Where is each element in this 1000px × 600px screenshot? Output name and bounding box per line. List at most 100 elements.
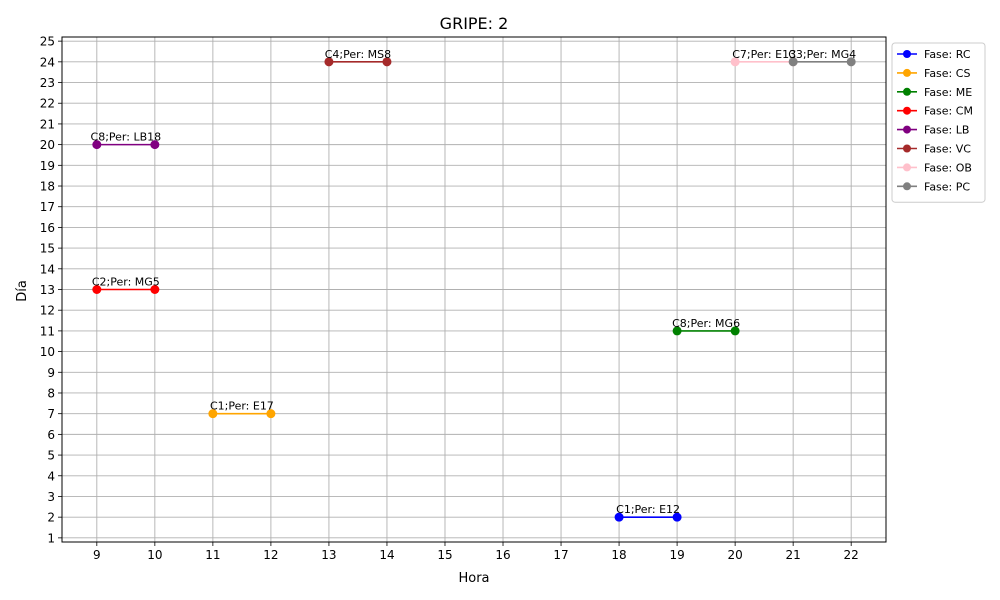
- y-tick-label: 5: [47, 449, 55, 463]
- legend-entry: Fase: OB: [897, 161, 972, 174]
- y-tick-label: 2: [47, 511, 55, 525]
- series-fase-me: [672, 326, 740, 336]
- y-tick-label: 9: [47, 366, 55, 380]
- y-tick-label: 15: [40, 242, 55, 256]
- legend-entry: Fase: VC: [897, 143, 971, 156]
- y-tick-label: 12: [40, 304, 55, 318]
- legend-marker: [903, 144, 911, 153]
- y-tick-label: 7: [47, 407, 55, 421]
- legend-entry: Fase: LB: [897, 124, 969, 137]
- y-axis-label: Día: [15, 280, 30, 302]
- legend-label: Fase: RC: [924, 48, 971, 61]
- y-tick-label: 10: [40, 345, 55, 359]
- legend-entry: Fase: CS: [897, 67, 970, 80]
- x-tick-label: 19: [669, 548, 684, 562]
- y-tick-label: 1: [47, 531, 55, 545]
- legend-label: Fase: OB: [924, 161, 972, 174]
- x-tick-label: 14: [379, 548, 394, 562]
- series-fase-pc: [788, 57, 856, 67]
- y-tick-label: 22: [40, 97, 55, 111]
- data-point: [92, 140, 102, 150]
- data-point: [266, 409, 276, 419]
- data-label: C4;Per: MS8: [325, 48, 391, 61]
- series-fase-vc: [324, 57, 392, 67]
- legend: Fase: RC Fase: CS Fase: ME Fase: CM Fase: LB…: [891, 42, 986, 203]
- data-point: [382, 57, 392, 67]
- y-tick-label: 20: [40, 138, 55, 152]
- legend-frame: [891, 42, 986, 203]
- data-point: [672, 326, 682, 336]
- series-fase-rc: [614, 512, 682, 522]
- data-point: [208, 409, 218, 419]
- legend-marker: [903, 106, 911, 115]
- data-point: [846, 57, 856, 67]
- data-point: [614, 512, 624, 522]
- data-point: [150, 285, 160, 294]
- series-fase-cm: [92, 285, 160, 294]
- legend-marker: [903, 182, 911, 191]
- x-axis-ticks: 9 10 11 12 13 14 15 16 17 18 19 20 21 22: [93, 542, 859, 562]
- legend-entry: Fase: ME: [897, 86, 972, 99]
- legend-label: Fase: PC: [924, 180, 970, 193]
- y-tick-label: 6: [47, 428, 55, 442]
- legend-marker: [903, 163, 911, 172]
- legend-entry: Fase: CM: [897, 105, 973, 118]
- y-tick-label: 13: [40, 283, 55, 297]
- x-axis-label: Hora: [458, 571, 489, 586]
- legend-entry: Fase: PC: [897, 180, 970, 193]
- x-tick-label: 15: [437, 548, 452, 562]
- legend-marker: [903, 125, 911, 134]
- data-point: [324, 57, 334, 67]
- y-tick-label: 23: [40, 76, 55, 90]
- data-label: C8;Per: MG6: [672, 317, 740, 330]
- x-tick-label: 20: [727, 548, 742, 562]
- data-point: [92, 285, 102, 294]
- x-tick-label: 22: [844, 548, 859, 562]
- y-tick-label: 25: [40, 35, 55, 49]
- data-point: [150, 140, 160, 150]
- legend-label: Fase: VC: [924, 143, 971, 156]
- data-label: C1;Per: E17: [210, 400, 274, 413]
- y-tick-label: 4: [47, 469, 55, 483]
- y-tick-label: 14: [40, 262, 55, 276]
- y-tick-label: 3: [47, 490, 55, 504]
- y-tick-label: 11: [40, 324, 55, 338]
- legend-label: Fase: CM: [924, 105, 973, 118]
- data-label: C1;Per: E12: [616, 503, 680, 516]
- y-axis-ticks: 1234567891011121314151617181920212223242…: [40, 35, 62, 545]
- data-point: [788, 57, 798, 67]
- data-point: [672, 512, 682, 522]
- data-label: C2;Per: MG5: [92, 276, 160, 289]
- x-tick-label: 13: [321, 548, 336, 562]
- legend-label: Fase: CS: [924, 67, 970, 80]
- series-fase-cs: [208, 409, 276, 419]
- data-point: [730, 57, 740, 67]
- x-tick-label: 17: [553, 548, 568, 562]
- x-tick-label: 9: [93, 548, 101, 562]
- legend-entry: Fase: RC: [897, 48, 971, 61]
- chart-title: GRIPE: 2: [440, 14, 509, 33]
- data-point: [730, 326, 740, 336]
- x-tick-label: 16: [495, 548, 510, 562]
- data-label: C7;Per: E13: [732, 48, 796, 61]
- x-tick-label: 11: [205, 548, 220, 562]
- y-tick-label: 17: [40, 200, 55, 214]
- y-tick-label: 16: [40, 221, 55, 235]
- data-labels: C1;Per: E12 C1;Per: E17 C8;Per: MG6 C2;Per:…: [91, 48, 857, 516]
- legend-marker: [903, 87, 911, 96]
- x-tick-label: 18: [611, 548, 626, 562]
- x-tick-label: 12: [263, 548, 278, 562]
- series-fase-lb: [92, 140, 160, 150]
- legend-label: Fase: LB: [924, 124, 969, 137]
- y-tick-label: 8: [47, 386, 55, 400]
- y-tick-label: 19: [40, 159, 55, 173]
- x-tick-label: 21: [786, 548, 801, 562]
- y-tick-label: 21: [40, 117, 55, 131]
- y-tick-label: 18: [40, 180, 55, 194]
- legend-marker: [903, 50, 911, 58]
- data-label: C3;Per: MG4: [788, 48, 856, 61]
- x-tick-label: 10: [147, 548, 162, 562]
- series-layer: [92, 57, 856, 522]
